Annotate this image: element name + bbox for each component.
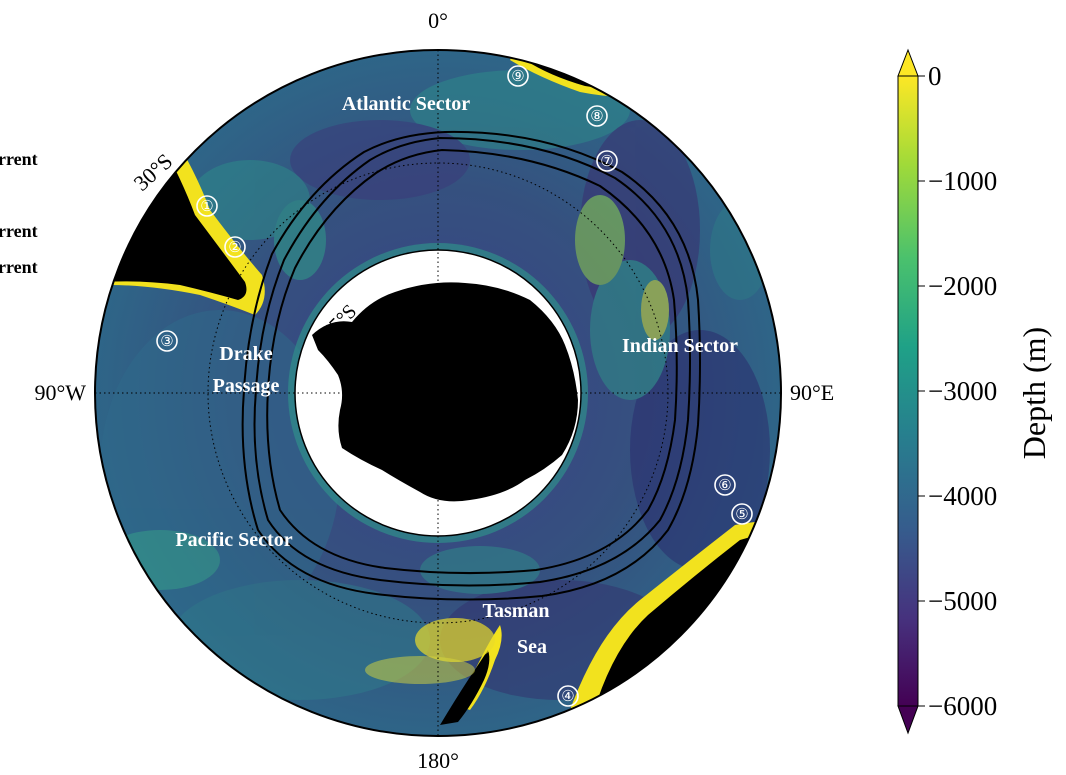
marker-1: ① — [196, 195, 218, 217]
colorbar-ticks: 0 −1000 −2000 −3000 −4000 −5000 −6000 — [918, 61, 997, 721]
marker-8: ⑧ — [586, 105, 608, 127]
colorbar-tick-label: −4000 — [928, 481, 997, 511]
colorbar: 0 −1000 −2000 −3000 −4000 −5000 −6000 Depth (m… — [897, 48, 1052, 735]
colorbar-extend-top — [897, 48, 919, 77]
marker-2: ② — [224, 236, 246, 258]
svg-text:⑤: ⑤ — [735, 507, 748, 523]
legend-fragment-2: rrent — [0, 221, 38, 241]
marker-5: ⑤ — [731, 503, 753, 525]
colorbar-extend-bottom — [897, 705, 919, 735]
svg-text:④: ④ — [561, 689, 574, 705]
marker-4: ④ — [557, 685, 579, 707]
svg-text:⑦: ⑦ — [600, 154, 613, 170]
svg-text:②: ② — [228, 240, 241, 256]
colorbar-tick-label: −3000 — [928, 376, 997, 406]
svg-text:⑧: ⑧ — [590, 109, 603, 125]
tasman-sea-label-line1: Tasman — [482, 600, 549, 622]
indian-sector-label: Indian Sector — [622, 335, 738, 357]
marker-9: ⑨ — [507, 65, 529, 87]
label-180-degree: 180° — [417, 748, 459, 773]
drake-passage-label-line1: Drake — [219, 343, 272, 365]
svg-text:①: ① — [200, 199, 213, 215]
marker-6: ⑥ — [714, 474, 736, 496]
colorbar-tick-label: −1000 — [928, 166, 997, 196]
front-line-3 — [241, 130, 701, 601]
front-line-1 — [253, 136, 691, 587]
polar-map: 0° 180° 90°W 90°E 30°S 65°S Atlantic Sec… — [34, 8, 834, 773]
atlantic-sector-label: Atlantic Sector — [342, 93, 470, 115]
colorbar-tick-label: 0 — [928, 61, 942, 91]
colorbar-gradient — [897, 75, 919, 707]
colorbar-title: Depth (m) — [1016, 327, 1052, 459]
drake-passage-label-line2: Passage — [213, 375, 280, 397]
svg-text:⑨: ⑨ — [511, 69, 524, 85]
label-0-degree: 0° — [428, 8, 448, 33]
front-line-2 — [266, 148, 678, 575]
colorbar-tick-label: −6000 — [928, 691, 997, 721]
antarctica — [312, 282, 578, 502]
colorbar-tick-label: −2000 — [928, 271, 997, 301]
legend-fragment-3: rrent — [0, 257, 38, 277]
marker-7: ⑦ — [596, 150, 618, 172]
new-zealand-land — [440, 650, 490, 725]
pacific-sector-label: Pacific Sector — [175, 529, 292, 551]
legend-fragment-1: rrent — [0, 149, 38, 169]
label-90w: 90°W — [34, 380, 86, 405]
svg-text:③: ③ — [160, 334, 173, 350]
label-90e: 90°E — [790, 380, 834, 405]
svg-text:⑥: ⑥ — [718, 478, 731, 494]
tasman-sea-label-line2: Sea — [517, 636, 547, 658]
colorbar-tick-label: −5000 — [928, 586, 997, 616]
marker-3: ③ — [156, 330, 178, 352]
